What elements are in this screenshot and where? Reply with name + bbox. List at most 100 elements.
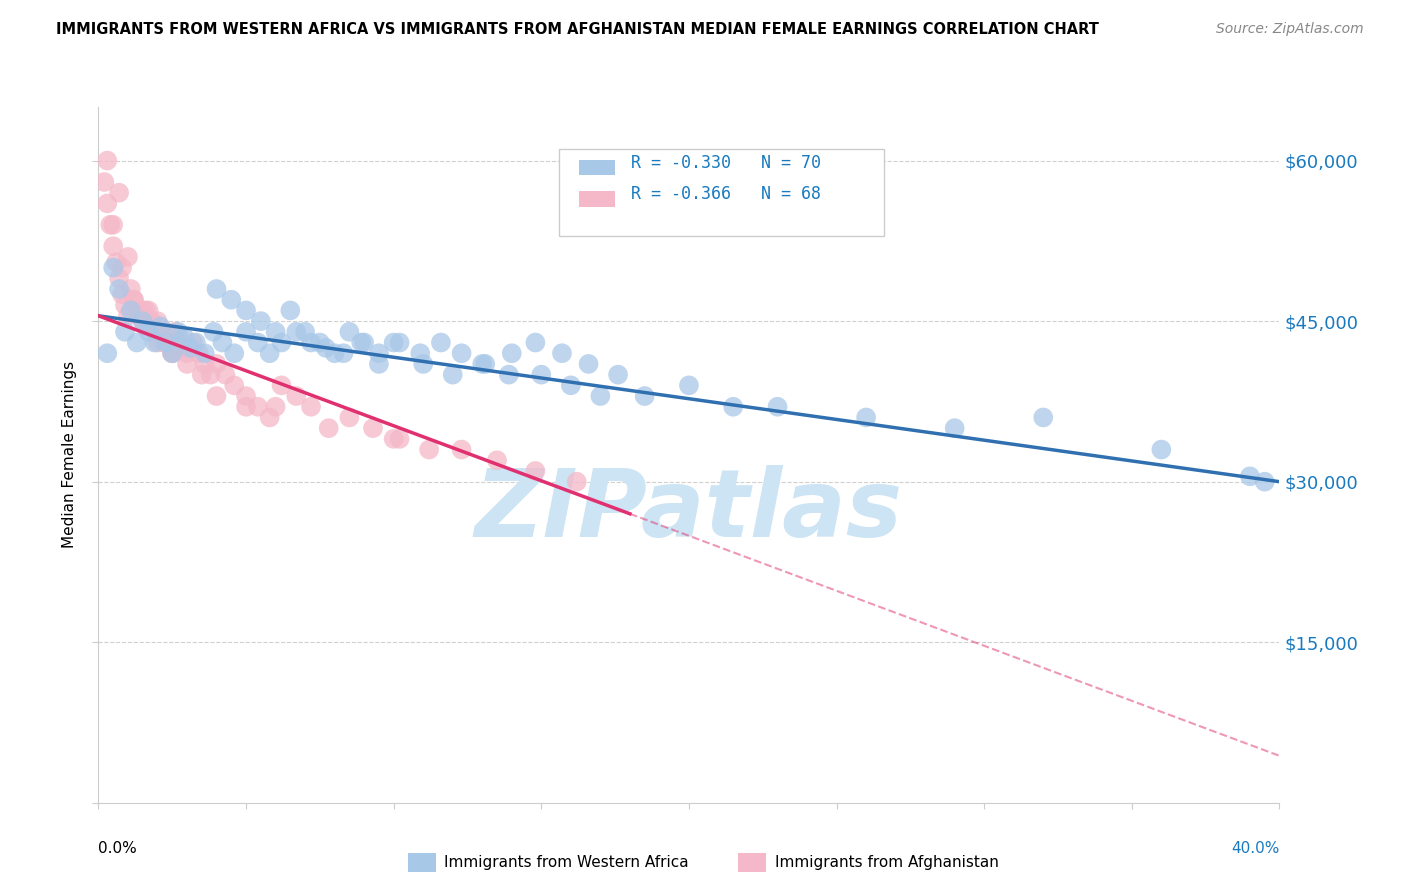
Point [250,314,273,328]
Point [146,335,169,350]
Point [205,282,228,296]
Point [108,271,131,285]
Point [184,335,207,350]
Point [498,368,520,382]
Point [246,335,269,350]
Point [103,239,125,253]
Point [361,421,384,435]
Point [294,325,316,339]
Point [176,346,198,360]
Point [143,335,166,350]
Point [157,335,180,350]
Point [350,335,373,350]
Point [132,314,155,328]
Point [202,325,225,339]
Point [135,303,157,318]
Point [96,196,118,211]
Point [162,346,183,360]
Point [98,218,121,232]
Point [1032,410,1054,425]
Point [450,442,472,457]
Point [264,400,287,414]
Point [382,432,405,446]
Point [551,346,574,360]
Point [332,346,354,360]
Point [211,335,233,350]
Point [103,260,125,275]
Point [132,314,155,328]
Point [194,346,217,360]
Point [138,303,160,318]
Point [214,368,236,382]
Point [111,260,134,275]
Point [855,410,877,425]
Point [339,410,361,425]
Point [191,368,214,382]
Point [132,303,155,318]
Point [114,325,136,339]
Point [117,250,139,264]
Point [221,293,243,307]
Point [368,346,391,360]
Point [179,341,201,355]
Point [224,378,246,392]
Point [135,319,157,334]
FancyBboxPatch shape [560,149,884,235]
Text: R = -0.330   N = 70: R = -0.330 N = 70 [631,153,821,171]
Point [578,357,600,371]
Point [96,346,118,360]
Point [388,335,411,350]
Point [125,335,148,350]
Point [108,282,131,296]
Point [187,346,209,360]
Point [167,325,190,339]
Point [441,368,464,382]
Point [430,335,453,350]
Point [128,309,150,323]
Point [418,442,440,457]
Point [111,287,134,301]
Point [486,453,509,467]
Point [170,341,193,355]
Point [259,410,281,425]
Point [108,186,131,200]
Point [167,335,190,350]
Point [524,464,547,478]
Point [138,325,160,339]
Point [353,335,375,350]
Point [143,325,166,339]
Point [270,335,292,350]
Point [318,421,340,435]
Text: 0.0%: 0.0% [98,841,138,856]
Point [409,346,432,360]
Point [162,346,183,360]
Point [280,303,302,318]
Point [235,303,257,318]
Point [235,325,257,339]
Point [246,400,269,414]
Point [122,293,145,307]
Point [323,346,346,360]
Point [194,357,217,371]
Point [205,389,228,403]
Point [146,325,169,339]
Point [117,309,139,323]
Point [155,325,177,339]
FancyBboxPatch shape [579,191,614,207]
Point [259,346,281,360]
Point [1239,469,1261,483]
Point [173,330,195,344]
Point [560,378,582,392]
Point [412,357,434,371]
Point [723,400,745,414]
Point [530,368,553,382]
Point [235,400,257,414]
Point [146,314,169,328]
Point [339,325,361,339]
Point [299,335,322,350]
Point [607,368,630,382]
Text: R = -0.366   N = 68: R = -0.366 N = 68 [631,185,821,203]
Point [96,153,118,168]
Point [122,293,145,307]
Point [105,255,128,269]
